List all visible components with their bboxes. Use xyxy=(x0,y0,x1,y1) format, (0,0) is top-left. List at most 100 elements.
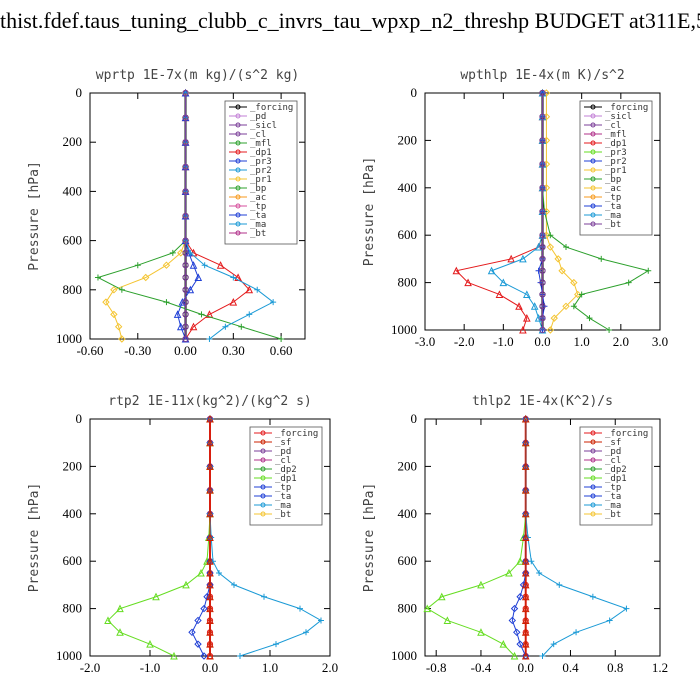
data-point xyxy=(118,335,126,343)
legend-marker xyxy=(590,430,596,436)
data-point xyxy=(206,592,214,601)
data-point xyxy=(542,112,551,121)
legend-label: _cl xyxy=(605,456,621,466)
legend-label: _pd xyxy=(275,447,291,457)
chart-title: rtp2 1E-11x(kg^2)/(kg^2 s) xyxy=(108,394,312,409)
data-point xyxy=(188,628,196,637)
x-tick-label: 1.2 xyxy=(652,660,668,675)
data-point xyxy=(182,299,189,306)
data-point xyxy=(437,592,446,601)
data-point xyxy=(542,89,551,97)
data-point xyxy=(563,244,569,251)
x-tick-label: -0.30 xyxy=(124,343,151,358)
data-point xyxy=(645,267,652,274)
data-point xyxy=(116,604,124,613)
legend-marker xyxy=(590,194,596,200)
data-point xyxy=(182,163,189,170)
legend-label: _bt xyxy=(605,510,621,520)
legend-marker xyxy=(590,511,596,517)
data-point xyxy=(116,628,124,636)
data-point xyxy=(246,311,253,318)
legend-label: _cl xyxy=(250,130,266,140)
data-point xyxy=(495,290,504,298)
data-point xyxy=(573,629,580,636)
data-point xyxy=(182,335,189,343)
data-point xyxy=(206,640,214,648)
data-point xyxy=(206,628,214,636)
data-point xyxy=(510,651,519,660)
data-point xyxy=(110,286,118,294)
y-tick-label: 1000 xyxy=(391,648,417,663)
legend-marker xyxy=(235,176,241,182)
data-point xyxy=(521,414,530,423)
data-point xyxy=(539,255,546,262)
data-point xyxy=(182,580,190,589)
data-point xyxy=(539,326,546,334)
data-point xyxy=(238,323,245,330)
legend-label: _sf xyxy=(605,438,621,448)
data-point xyxy=(539,137,546,144)
plot-frame xyxy=(89,92,306,340)
y-tick-label: 1000 xyxy=(56,648,82,663)
data-point xyxy=(189,322,198,331)
legend-label: _dp1 xyxy=(605,474,627,484)
data-point xyxy=(539,232,546,239)
chart-title: wprtp 1E-7x(m kg)/(s^2 kg) xyxy=(96,68,300,83)
legend-label: _bt xyxy=(275,510,291,520)
data-point xyxy=(194,273,203,281)
data-point xyxy=(229,297,238,306)
data-point xyxy=(206,485,214,494)
legend-marker xyxy=(260,466,266,472)
data-point xyxy=(201,262,208,269)
legend-label: _ma xyxy=(275,501,291,511)
legend-label: _pr3 xyxy=(250,157,272,167)
data-point xyxy=(539,208,546,215)
legend-label: _dp1 xyxy=(250,148,272,158)
data-point xyxy=(146,640,154,648)
data-point xyxy=(499,278,508,287)
x-tick-label: -0.8 xyxy=(426,660,447,675)
data-point xyxy=(178,297,187,306)
data-point xyxy=(521,509,530,518)
legend-marker xyxy=(260,484,266,490)
y-tick-label: 200 xyxy=(63,458,83,473)
legend-label: _tp xyxy=(605,193,621,203)
legend-marker xyxy=(260,448,266,454)
data-point xyxy=(516,557,524,565)
legend-label: _cl xyxy=(275,456,291,466)
data-point xyxy=(182,212,189,220)
data-point xyxy=(550,641,557,648)
data-point xyxy=(176,322,185,331)
data-point xyxy=(206,616,214,624)
y-tick-label: 200 xyxy=(398,458,418,473)
legend-marker xyxy=(260,493,266,499)
data-point xyxy=(206,604,214,613)
data-point xyxy=(194,640,202,648)
legend-marker xyxy=(590,158,596,164)
legend-marker xyxy=(235,167,241,173)
legend-label: _ma xyxy=(605,211,621,221)
legend-label: _ac xyxy=(605,184,621,194)
data-point xyxy=(182,274,189,281)
data-point xyxy=(206,462,214,470)
chart-panel-3: rtp2 1E-11x(kg^2)/(kg^2 s) Pressure [hPa]… xyxy=(27,394,338,675)
legend-marker xyxy=(235,131,241,137)
series-line xyxy=(545,93,579,331)
legend-label: _mfl xyxy=(605,130,627,140)
data-point xyxy=(230,274,237,281)
data-point xyxy=(318,617,324,624)
data-point xyxy=(542,184,551,192)
chart-title: thlp2 1E-4x(K^2)/s xyxy=(472,394,613,409)
legend-label: _bt xyxy=(605,220,621,230)
data-point xyxy=(586,315,593,322)
data-point xyxy=(464,278,472,287)
data-point xyxy=(539,184,546,191)
data-point xyxy=(182,114,189,121)
data-point xyxy=(578,291,585,298)
data-point xyxy=(539,303,546,310)
data-point xyxy=(550,314,558,322)
data-point xyxy=(152,592,160,601)
legend-marker xyxy=(235,221,241,227)
legend-label: _pr3 xyxy=(605,148,627,158)
legend-label: _cl xyxy=(605,121,621,131)
